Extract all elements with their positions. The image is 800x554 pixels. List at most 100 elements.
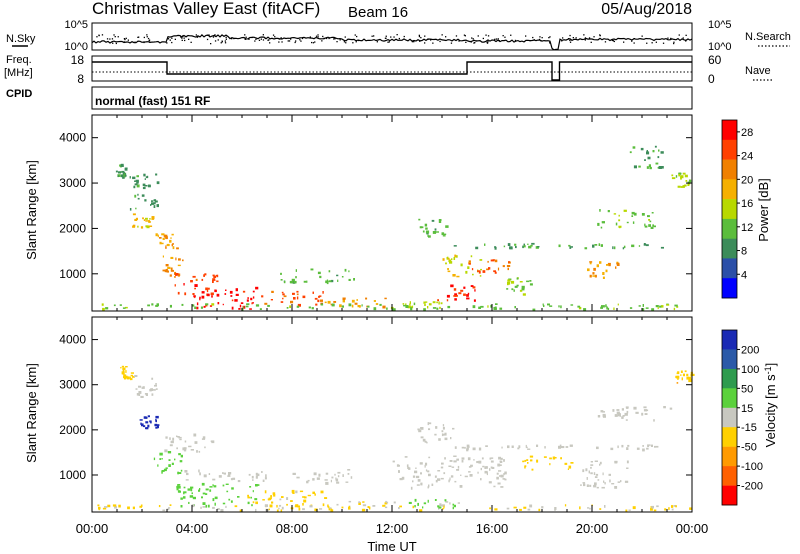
data-cell [337,279,339,282]
noise-dot [281,41,283,43]
data-cell [174,276,176,278]
data-cell [306,480,309,484]
data-cell [521,285,525,289]
data-cell [468,445,470,448]
data-cell [522,293,526,296]
noise-dot [244,34,246,36]
noise-dot [323,37,325,39]
noise-dot [662,42,665,44]
data-cell [446,299,449,302]
data-cell [682,373,685,377]
colorbar-tick-label: -100 [741,461,763,473]
data-cell [334,473,336,476]
data-cell [250,297,253,301]
data-cell [660,246,664,249]
data-cell [508,278,512,281]
data-cell [654,145,657,148]
data-cell [114,506,117,509]
data-cell [661,166,664,169]
data-cell [592,246,595,248]
data-cell [532,308,536,311]
noise-dot [280,37,282,39]
data-cell [658,166,662,169]
colorbar-tick-label: 24 [741,151,753,163]
noise-dot [181,37,183,39]
data-cell [422,506,424,509]
data-cell [269,504,273,508]
data-cell [486,472,488,476]
noise-dot [221,41,223,43]
data-cell [192,275,196,278]
data-cell [511,288,514,291]
data-cell [610,447,614,451]
colorbar-segment [722,330,737,350]
data-cell [438,219,442,221]
noise-dot [486,41,488,44]
data-cell [146,427,149,430]
data-cell [202,506,206,508]
noise-dot [427,38,429,40]
data-cell [564,504,567,507]
data-cell [651,505,654,509]
data-cell [579,506,581,510]
x-tick-label: 00:00 [76,521,109,536]
data-cell [222,472,224,474]
data-cell [262,499,265,501]
data-cell [247,496,251,499]
data-cell [187,488,191,491]
data-cell [617,413,621,416]
data-cell [126,376,130,380]
data-cell [136,184,140,188]
noise-dot [473,42,475,44]
data-cell [678,172,682,175]
data-cell [568,465,572,469]
noise-dot [533,39,535,41]
data-cell [626,447,629,450]
data-cell [472,305,476,309]
data-cell [205,488,209,491]
freq-label-line1: Freq. [6,54,32,66]
data-cell [594,482,597,486]
data-cell [507,267,509,271]
noise-dot [569,41,572,43]
noise-dot [171,37,173,39]
data-cell [169,239,172,243]
data-cell [684,370,687,373]
data-cell [350,476,353,479]
data-cell [234,299,238,302]
data-cell [261,471,263,473]
data-cell [311,307,314,310]
data-cell [680,370,683,373]
data-cell [161,470,163,474]
data-cell [142,186,146,190]
noise-dot [390,36,392,38]
date-label: 05/Aug/2018 [601,1,692,18]
data-cell [671,177,676,180]
data-cell [159,241,162,245]
data-cell [325,280,327,284]
data-cell [684,174,688,178]
colorbar-tick-label: -50 [741,442,757,454]
x-tick-label: 00:00 [676,521,709,536]
noise-dot [345,42,347,44]
data-cell [494,246,497,250]
data-cell [484,243,486,246]
data-cell [680,374,682,376]
data-cell [604,482,606,485]
data-cell [296,296,299,300]
data-cell [438,506,442,509]
data-cell [405,303,407,306]
data-cell [434,433,437,436]
x-axis-label: Time UT [367,539,416,554]
noise-dot [343,41,346,43]
data-cell [367,506,370,508]
noise-dot [208,34,210,36]
data-cell [457,465,460,469]
data-cell [597,222,600,226]
noise-dot [225,36,227,39]
data-cell [600,306,603,309]
data-cell [523,506,527,509]
noise-dot [411,41,414,43]
data-cell [443,233,447,235]
data-cell [240,302,244,304]
